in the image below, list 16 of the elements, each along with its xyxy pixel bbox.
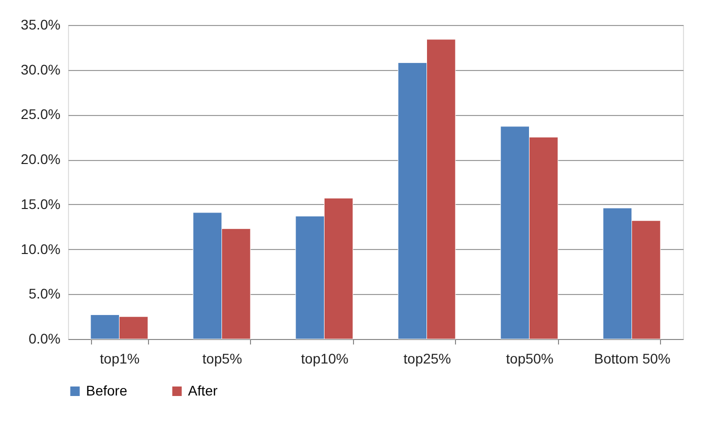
y-tick-label: 10.0% xyxy=(20,240,60,257)
y-tick-label: 5.0% xyxy=(28,286,60,302)
x-tick-label: top5% xyxy=(202,350,242,366)
legend-label: Before xyxy=(86,382,128,398)
y-tick-label: 30.0% xyxy=(20,61,60,78)
x-tick-label: Bottom 50% xyxy=(594,350,670,366)
legend-label: After xyxy=(188,382,218,398)
y-tick-label: 15.0% xyxy=(20,196,60,212)
x-tick-label: top50% xyxy=(506,350,554,366)
x-tick-label: top25% xyxy=(404,350,451,366)
y-tick-label: 0.0% xyxy=(28,330,60,346)
y-tick-label: 35.0% xyxy=(20,16,60,32)
x-tick-label: top1% xyxy=(100,350,140,366)
y-tick-label: 25.0% xyxy=(20,106,60,122)
y-tick-label: 20.0% xyxy=(20,151,60,168)
x-tick-label: top10% xyxy=(301,350,348,366)
